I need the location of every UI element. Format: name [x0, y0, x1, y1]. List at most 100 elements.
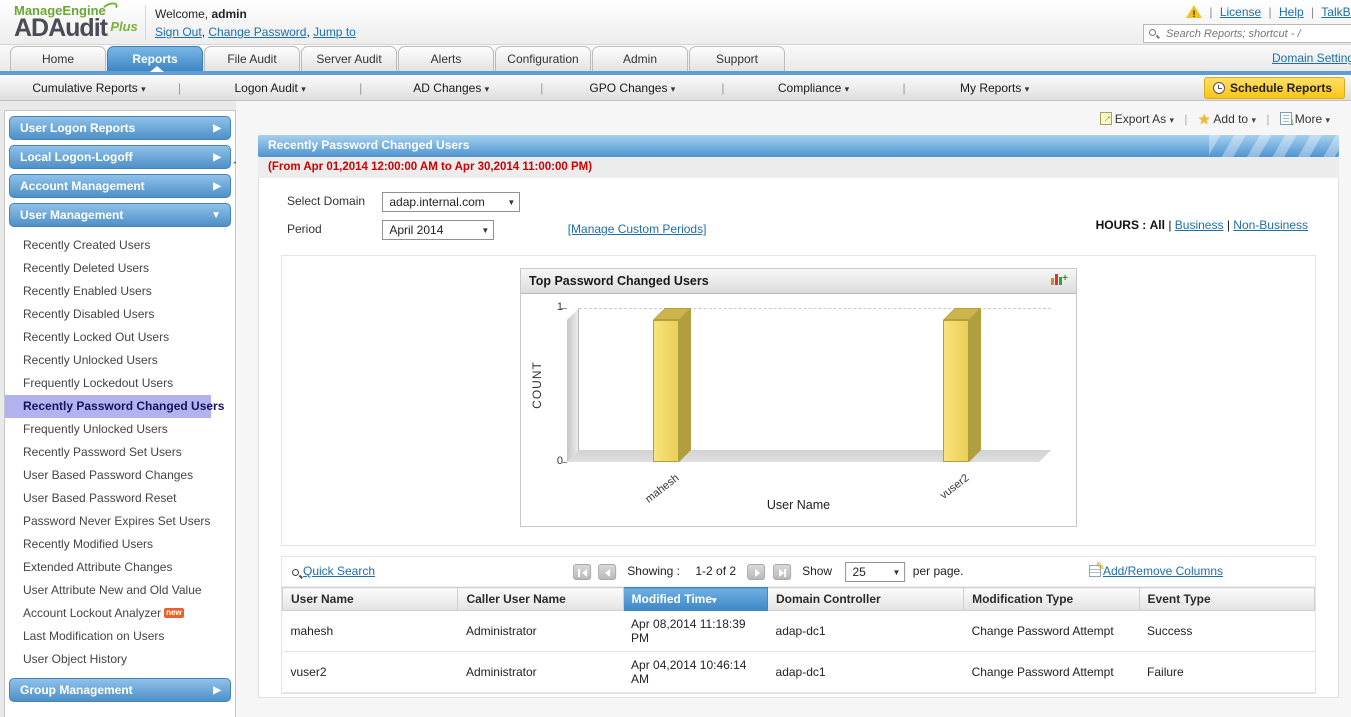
- sidebar-section-local-logon-logoff[interactable]: Local Logon-Logoff ▶: [9, 145, 231, 169]
- export-as-label: Export As: [1114, 112, 1167, 126]
- star-icon: ★: [1197, 111, 1211, 127]
- sidebar-item-recently-unlocked-users[interactable]: Recently Unlocked Users: [23, 353, 158, 367]
- sidebar-item-recently-password-set-users[interactable]: Recently Password Set Users: [23, 445, 182, 459]
- table-row[interactable]: vuser2 Administrator Apr 04,2014 10:46:1…: [282, 651, 1315, 693]
- sidebar-item-recently-locked-out-users[interactable]: Recently Locked Out Users: [23, 330, 170, 344]
- help-link[interactable]: Help: [1279, 5, 1304, 19]
- schedule-reports-button[interactable]: Schedule Reports: [1203, 77, 1345, 99]
- cell-modification-type: Change Password Attempt: [963, 651, 1140, 693]
- subnav-ad-changes[interactable]: AD Changes ▾: [362, 81, 540, 95]
- sidebar-item-recently-created-users[interactable]: Recently Created Users: [23, 238, 151, 252]
- sidebar-item-recently-deleted-users[interactable]: Recently Deleted Users: [23, 261, 150, 275]
- subnav-compliance[interactable]: Compliance ▾: [725, 81, 903, 95]
- bar-front-face: [653, 320, 679, 462]
- change-password-link[interactable]: Change Password: [208, 25, 307, 39]
- column-header-event-type[interactable]: Event Type: [1139, 587, 1316, 611]
- sidebar-item-list: Recently Created Users Recently Deleted …: [5, 231, 235, 673]
- first-page-button[interactable]: [572, 564, 591, 580]
- table-row[interactable]: mahesh Administrator Apr 08,2014 11:18:3…: [282, 610, 1315, 652]
- quick-search-link[interactable]: Quick Search: [303, 564, 376, 578]
- sidebar-item-password-never-expires-set-users[interactable]: Password Never Expires Set Users: [23, 514, 211, 528]
- separator: |: [178, 80, 182, 95]
- subnav-logon-audit[interactable]: Logon Audit ▾: [181, 81, 359, 95]
- product-suffix: Plus: [110, 19, 138, 34]
- sidebar-item-recently-password-changed-users[interactable]: Recently Password Changed Users: [5, 395, 224, 418]
- sidebar-section-group-management[interactable]: Group Management ▶: [9, 678, 231, 702]
- sidebar-item-frequently-lockedout-users[interactable]: Frequently Lockedout Users: [23, 376, 174, 390]
- chevron-down-icon: ▾: [141, 83, 146, 94]
- domain-select[interactable]: adap.internal.com: [382, 192, 521, 212]
- sidebar-section-user-logon-reports[interactable]: User Logon Reports ▶: [9, 116, 231, 140]
- chevron-down-icon: ▾: [670, 83, 676, 94]
- search-icon: [1149, 29, 1156, 36]
- sidebar-section-user-management[interactable]: User Management ▼: [9, 203, 231, 227]
- last-page-button[interactable]: [772, 564, 791, 580]
- license-link[interactable]: License: [1219, 5, 1262, 19]
- sign-out-link[interactable]: Sign Out: [155, 25, 202, 39]
- tab-configuration[interactable]: Configuration: [495, 46, 591, 71]
- manage-custom-periods-link[interactable]: [Manage Custom Periods]: [567, 222, 707, 237]
- sidebar-item-extended-attribute-changes[interactable]: Extended Attribute Changes: [23, 560, 173, 574]
- warning-icon[interactable]: [1186, 5, 1202, 18]
- subnav-my-reports[interactable]: My Reports ▾: [906, 81, 1084, 95]
- quick-search[interactable]: Quick Search: [292, 564, 375, 578]
- tab-reports[interactable]: Reports: [107, 46, 203, 72]
- sidebar-item-last-modification-on-users[interactable]: Last Modification on Users: [23, 629, 165, 643]
- page-size-select[interactable]: 25: [845, 562, 906, 582]
- chart-container: Top Password Changed Users 1 0 COUNT: [281, 255, 1316, 546]
- x-axis-label: User Name: [766, 498, 831, 512]
- column-header-user-name[interactable]: User Name: [281, 587, 459, 611]
- prev-page-button[interactable]: [597, 564, 616, 580]
- sidebar-item-frequently-unlocked-users[interactable]: Frequently Unlocked Users: [23, 422, 168, 436]
- separator: |: [1268, 5, 1272, 19]
- sidebar-item-user-based-password-reset[interactable]: User Based Password Reset: [23, 491, 177, 505]
- tab-home[interactable]: Home: [10, 46, 106, 71]
- sidebar-item-user-object-history[interactable]: User Object History: [23, 652, 128, 666]
- tab-support[interactable]: Support: [689, 46, 785, 71]
- column-header-modified-time[interactable]: Modified Time▾: [623, 587, 769, 611]
- add-remove-columns[interactable]: Add/Remove Columns: [1088, 560, 1223, 578]
- sidebar-item-recently-disabled-users[interactable]: Recently Disabled Users: [23, 307, 155, 321]
- column-header-caller-user-name[interactable]: Caller User Name: [457, 587, 624, 611]
- y-tick-mark: [561, 462, 567, 463]
- tab-admin[interactable]: Admin: [592, 46, 688, 71]
- sidebar-section-account-management[interactable]: Account Management ▶: [9, 174, 231, 198]
- subnav-label: AD Changes: [413, 80, 482, 95]
- period-select[interactable]: April 2014: [382, 220, 495, 240]
- export-as-button[interactable]: Export As ▾: [1099, 112, 1174, 126]
- column-header-modification-type[interactable]: Modification Type: [963, 587, 1140, 611]
- sidebar-item-user-based-password-changes[interactable]: User Based Password Changes: [23, 468, 194, 482]
- tab-file-audit[interactable]: File Audit: [204, 46, 300, 71]
- subnav-label: Logon Audit: [234, 80, 298, 95]
- bar-chart-plot: 1 0 COUNT: [521, 294, 1076, 526]
- column-header-domain-controller[interactable]: Domain Controller: [767, 587, 965, 611]
- tab-alerts[interactable]: Alerts: [398, 46, 494, 71]
- hours-all-option[interactable]: All: [1149, 218, 1165, 232]
- chevron-down-icon: ▾: [301, 83, 306, 94]
- subnav-cumulative-reports[interactable]: Cumulative Reports ▾: [0, 81, 178, 95]
- report-title-bar: Recently Password Changed Users: [258, 135, 1339, 157]
- next-page-button[interactable]: [747, 564, 766, 580]
- brand-name: ManageEngine: [14, 3, 106, 18]
- sidebar-item-account-lockout-analyzer[interactable]: Account Lockout Analyzer new: [5, 602, 235, 625]
- add-to-button[interactable]: ★ Add to ▾: [1197, 111, 1256, 127]
- report-main: Export As ▾ | ★Add to ▾ | More ▾ Recentl…: [236, 101, 1351, 717]
- tab-server-audit[interactable]: Server Audit: [301, 46, 397, 71]
- separator: |: [1184, 112, 1188, 126]
- more-button[interactable]: More ▾: [1279, 112, 1330, 128]
- hours-business-link[interactable]: Business: [1174, 218, 1224, 232]
- y-axis-label: COUNT: [530, 361, 544, 409]
- hours-nonbusiness-link[interactable]: Non-Business: [1233, 218, 1308, 232]
- sidebar-item-user-attribute-new-and-old-value[interactable]: User Attribute New and Old Value: [23, 583, 202, 597]
- domain-filter-row: Select Domain adap.internal.com: [287, 192, 1338, 213]
- jump-to-link[interactable]: Jump to: [313, 25, 356, 39]
- subnav-gpo-changes[interactable]: GPO Changes ▾: [543, 81, 721, 95]
- domain-settings-link[interactable]: Domain Settings: [1272, 51, 1351, 65]
- search-input[interactable]: [1166, 26, 1351, 41]
- sidebar-item-recently-enabled-users[interactable]: Recently Enabled Users: [23, 284, 152, 298]
- talkback-link[interactable]: TalkBack: [1321, 5, 1351, 19]
- separator: ,: [201, 25, 206, 39]
- add-remove-columns-link[interactable]: Add/Remove Columns: [1102, 564, 1223, 578]
- chart-type-icon[interactable]: [1050, 267, 1068, 291]
- sidebar-item-recently-modified-users[interactable]: Recently Modified Users: [23, 537, 154, 551]
